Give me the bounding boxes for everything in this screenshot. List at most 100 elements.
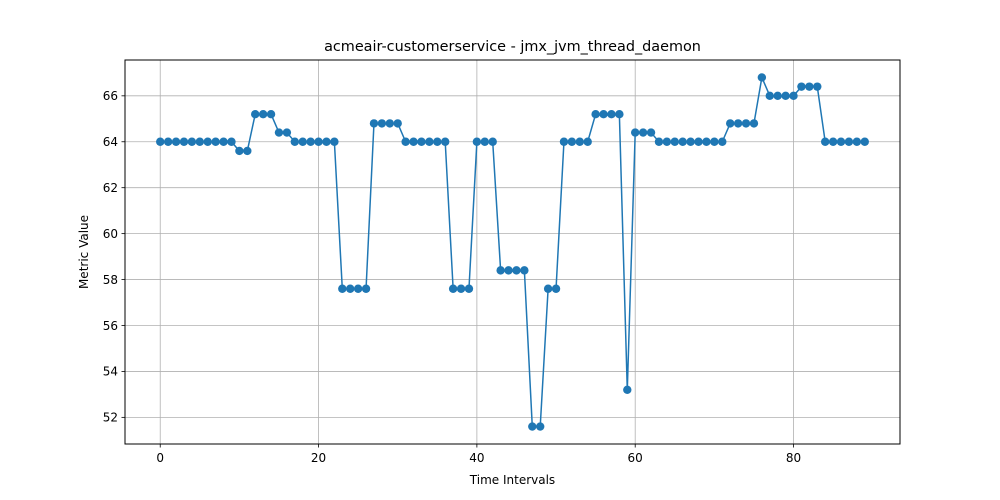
data-point: [654, 137, 664, 146]
data-point: [662, 137, 672, 146]
data-point: [591, 110, 600, 119]
data-point: [583, 137, 592, 146]
data-point: [346, 284, 355, 293]
data-point: [813, 82, 822, 91]
data-point: [512, 266, 521, 275]
data-point: [187, 137, 197, 146]
data-point: [251, 110, 260, 119]
data-point: [702, 137, 711, 146]
series-layer: [156, 73, 869, 431]
x-tick-label: 40: [469, 451, 484, 465]
data-point: [646, 128, 656, 137]
data-point: [805, 82, 814, 91]
data-point: [258, 110, 268, 119]
data-point: [860, 137, 869, 146]
data-point: [171, 137, 181, 146]
data-point: [235, 146, 244, 156]
data-point: [163, 137, 173, 146]
data-point: [219, 137, 228, 146]
data-point: [543, 284, 553, 293]
data-point: [203, 137, 212, 146]
data-point: [433, 137, 442, 146]
data-point: [765, 91, 774, 101]
data-point: [298, 137, 307, 146]
data-point: [425, 137, 434, 146]
data-point: [488, 137, 497, 146]
data-point: [496, 266, 505, 275]
data-point: [844, 137, 854, 146]
y-tick-label: 56: [103, 319, 118, 333]
data-point: [211, 137, 220, 146]
y-axis-ticks: 52 54 56 58 60 62 64 66: [103, 89, 125, 425]
data-point: [338, 284, 347, 293]
y-axis-label: Metric Value: [77, 215, 91, 289]
data-point: [195, 137, 205, 146]
data-point: [441, 137, 450, 146]
data-point: [718, 137, 727, 146]
x-tick-label: 20: [311, 451, 326, 465]
data-point: [266, 110, 276, 119]
data-point: [615, 110, 624, 119]
x-axis-ticks: 0 20 40 60 80: [156, 444, 801, 465]
data-point: [836, 137, 846, 146]
data-point: [464, 284, 474, 293]
y-tick-label: 52: [103, 411, 118, 425]
plot-frame: [124, 59, 901, 445]
data-point: [401, 137, 410, 146]
data-point: [670, 137, 679, 146]
data-point: [417, 137, 426, 146]
data-point: [377, 119, 387, 128]
data-point: [820, 137, 830, 146]
y-tick-label: 62: [103, 181, 118, 195]
data-point: [322, 137, 331, 146]
y-tick-label: 66: [103, 89, 118, 103]
data-point: [536, 422, 545, 431]
data-point: [448, 284, 458, 293]
data-point: [828, 137, 838, 146]
x-axis-label: Time Intervals: [469, 473, 555, 487]
y-tick-label: 64: [103, 135, 118, 149]
data-point: [678, 137, 687, 146]
data-point: [480, 137, 489, 146]
data-point: [694, 137, 703, 146]
data-point: [330, 137, 339, 146]
data-point: [314, 137, 323, 146]
data-point: [797, 82, 806, 91]
data-point: [243, 146, 252, 156]
data-point: [710, 137, 719, 146]
data-point: [393, 119, 402, 128]
data-point: [559, 137, 569, 146]
data-point: [179, 137, 189, 146]
data-point: [686, 137, 695, 146]
chart-title: acmeair-customerservice - jmx_jvm_thread…: [324, 39, 701, 55]
data-point: [749, 119, 759, 128]
y-tick-label: 60: [103, 227, 118, 241]
data-point: [567, 137, 577, 146]
grid: [125, 60, 900, 444]
data-point: [456, 284, 466, 293]
data-point: [726, 119, 735, 128]
data-point: [227, 137, 236, 146]
data-point: [638, 128, 648, 137]
data-point: [789, 91, 798, 101]
data-point: [274, 128, 284, 137]
data-point: [631, 128, 640, 137]
data-point: [623, 385, 632, 394]
data-point: [781, 91, 790, 101]
y-tick-label: 58: [103, 273, 118, 287]
x-tick-label: 80: [786, 451, 801, 465]
y-tick-label: 54: [103, 365, 118, 379]
data-point: [607, 110, 616, 119]
data-point: [852, 137, 862, 146]
data-point: [733, 119, 743, 128]
data-point: [472, 137, 482, 146]
data-point: [361, 284, 371, 293]
data-point: [290, 137, 299, 146]
data-point: [353, 284, 363, 293]
data-point: [282, 128, 292, 137]
x-tick-label: 0: [156, 451, 164, 465]
data-point: [504, 266, 513, 275]
data-point: [575, 137, 584, 146]
data-point: [773, 91, 782, 101]
